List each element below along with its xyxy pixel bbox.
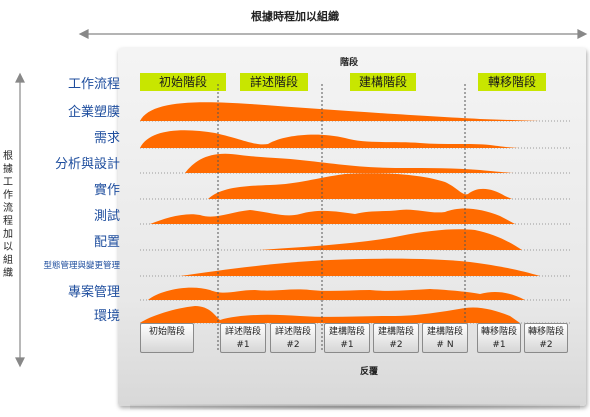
- iteration-construction-1: 建構階段 #1: [324, 323, 370, 353]
- iteration-number: #1: [236, 340, 250, 350]
- iteration-label: 建構階段: [426, 327, 463, 337]
- time-axis-title: 根據時程加以組織: [251, 10, 339, 23]
- iteration-label: 詳述階段: [274, 327, 311, 337]
- iteration-label: 轉移階段: [527, 327, 564, 337]
- workflow-label-project-mgmt: 專案管理: [67, 285, 120, 300]
- workflows-header: 工作流程: [67, 77, 120, 92]
- workflow-label-requirements: 需求: [93, 131, 120, 146]
- area-deployment: [260, 229, 522, 250]
- iteration-construction-n: 建構階段 # N: [422, 323, 468, 353]
- workflow-label-analysis-design: 分析與設計: [54, 157, 120, 172]
- phases-header: 階段: [340, 58, 359, 68]
- workflow-axis-title: 根據工作流程加以組織: [3, 151, 13, 279]
- iteration-elaboration-1: 詳述階段 #1: [220, 323, 266, 353]
- iteration-construction-2: 建構階段 #2: [373, 323, 419, 353]
- area-project-mgmt: [148, 287, 525, 300]
- iteration-number: #1: [340, 340, 354, 350]
- iteration-label: 詳述階段: [224, 327, 261, 337]
- horizontal-arrow: [78, 29, 588, 39]
- iteration-number: # N: [436, 340, 454, 350]
- iteration-number: #2: [539, 340, 553, 350]
- phase-inception: 初始階段: [140, 73, 226, 91]
- phase-elaboration: 詳述階段: [240, 73, 308, 91]
- workflow-label-environment: 環境: [93, 309, 120, 324]
- iteration-transition-1: 轉移階段 #1: [477, 323, 521, 353]
- iteration-number: #2: [286, 340, 300, 350]
- iteration-label: 建構階段: [328, 327, 365, 337]
- vertical-arrow: [15, 72, 25, 368]
- iteration-label: 初始階段: [148, 327, 185, 337]
- iteration-number: #2: [389, 340, 403, 350]
- iteration-elaboration-2: 詳述階段 #2: [270, 323, 316, 353]
- area-test: [150, 208, 515, 224]
- iteration-number: #1: [492, 340, 506, 350]
- phase-construction: 建構階段: [350, 73, 416, 91]
- workflow-label-test: 測試: [93, 209, 120, 224]
- phase-transition: 轉移階段: [478, 73, 546, 91]
- iterations-label: 反覆: [360, 367, 379, 377]
- iteration-transition-2: 轉移階段 #2: [524, 323, 568, 353]
- panel-shadow: [130, 404, 580, 410]
- area-config-change: [180, 258, 540, 276]
- iteration-inception: 初始階段: [140, 323, 194, 353]
- area-requirements: [140, 130, 520, 148]
- workflow-label-implementation: 實作: [93, 183, 120, 198]
- area-environment: [140, 306, 520, 323]
- area-business-modeling: [140, 102, 540, 121]
- workflow-label-deployment: 配置: [93, 235, 120, 250]
- iteration-label: 轉移階段: [480, 327, 517, 337]
- area-implementation: [208, 173, 512, 199]
- workflow-label-business-modeling: 企業塑膜: [67, 105, 120, 120]
- area-analysis-design: [185, 153, 520, 173]
- iteration-label: 建構階段: [377, 327, 414, 337]
- workflow-label-config-change-mgmt: 型態管理與變更管理: [43, 261, 120, 271]
